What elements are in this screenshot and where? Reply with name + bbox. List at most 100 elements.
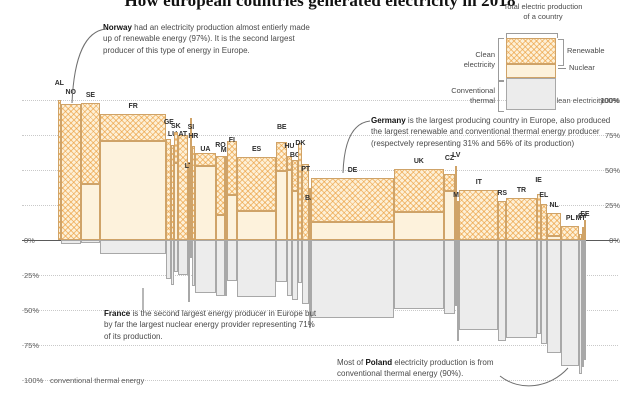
segment-thermal bbox=[506, 240, 537, 338]
country-bar-lt[interactable] bbox=[187, 161, 190, 302]
country-bar-de[interactable] bbox=[311, 178, 394, 319]
country-label-sk: SK bbox=[171, 123, 181, 131]
segment-thermal bbox=[308, 239, 312, 329]
country-bar-it[interactable] bbox=[459, 189, 499, 330]
country-label-be: BE bbox=[276, 124, 287, 131]
segment-renewable bbox=[58, 100, 61, 240]
country-bar-fi[interactable] bbox=[227, 140, 237, 281]
country-label-ua: UA bbox=[200, 146, 211, 154]
country-bar-ee[interactable] bbox=[583, 220, 586, 361]
country-bar-al[interactable] bbox=[58, 100, 61, 240]
gridline-75-top bbox=[22, 135, 618, 136]
country-bar-ba[interactable] bbox=[308, 188, 312, 329]
annotation-norway-text: had an electricity production almost ent… bbox=[103, 23, 310, 55]
axis-right-0: 0% bbox=[609, 236, 620, 245]
annotation-france: France is the second largest energy prod… bbox=[104, 308, 322, 342]
country-bar-hu[interactable] bbox=[286, 156, 292, 296]
country-bar-ro[interactable] bbox=[216, 156, 225, 296]
axis-left-25: 25% bbox=[24, 271, 40, 280]
axis-right-100: 100% bbox=[600, 96, 620, 105]
country-bar-tr[interactable] bbox=[506, 198, 537, 338]
annotation-norway-leader bbox=[71, 28, 107, 104]
country-label-tr: TR bbox=[516, 187, 527, 194]
legend-nuclear-tick bbox=[558, 68, 566, 69]
axis-left-0: 0% bbox=[24, 236, 35, 245]
country-bar-me[interactable] bbox=[224, 156, 227, 296]
country-bar-nl[interactable] bbox=[547, 213, 562, 354]
country-bar-mt[interactable] bbox=[579, 234, 582, 375]
segment-thermal bbox=[393, 239, 444, 309]
country-bar-sk[interactable] bbox=[173, 132, 178, 273]
segment-nuclear bbox=[216, 214, 225, 240]
segment-thermal bbox=[291, 239, 299, 301]
country-bar-lv[interactable] bbox=[455, 165, 458, 306]
country-bar-uk[interactable] bbox=[393, 168, 444, 309]
legend-label-renewable: Renewable bbox=[567, 46, 605, 55]
country-bar-cz[interactable] bbox=[443, 174, 456, 315]
country-label-cy: CY bbox=[577, 213, 588, 221]
segment-nuclear bbox=[311, 221, 394, 240]
annotation-france-country: France bbox=[104, 309, 131, 318]
segment-thermal bbox=[189, 239, 192, 259]
legend-scale-100: 100% bbox=[600, 96, 620, 105]
country-bar-ua[interactable] bbox=[194, 153, 217, 294]
segment-nuclear bbox=[227, 195, 237, 240]
segment-thermal bbox=[498, 239, 507, 341]
country-bar-be[interactable] bbox=[276, 142, 287, 282]
country-label-mt: MT bbox=[575, 215, 586, 223]
country-label-ba: BA bbox=[305, 195, 315, 203]
country-bar-fr[interactable] bbox=[100, 114, 167, 254]
segment-renewable bbox=[536, 193, 541, 240]
segment-renewable bbox=[579, 234, 582, 240]
axis-left-75: 75% bbox=[24, 341, 40, 350]
country-bar-dk[interactable] bbox=[298, 143, 303, 284]
country-bar-el[interactable] bbox=[540, 203, 548, 344]
gridline-100-top bbox=[22, 100, 618, 101]
country-label-pt: PT bbox=[301, 166, 310, 174]
country-label-uk: UK bbox=[413, 157, 424, 165]
country-bar-rs[interactable] bbox=[498, 200, 507, 341]
country-bar-si[interactable] bbox=[189, 118, 192, 259]
segment-renewable bbox=[311, 178, 394, 222]
country-bar-cy[interactable] bbox=[581, 227, 584, 368]
country-label-si: SI bbox=[187, 124, 195, 132]
country-bar-ie[interactable] bbox=[536, 193, 541, 334]
country-label-pl: PL bbox=[565, 215, 575, 222]
country-bar-lu[interactable] bbox=[171, 144, 174, 285]
segment-thermal bbox=[459, 239, 499, 330]
segment-renewable bbox=[561, 226, 580, 240]
country-bar-hr[interactable] bbox=[191, 146, 195, 287]
country-bar-pl[interactable] bbox=[561, 226, 580, 366]
country-label-no: NO bbox=[65, 89, 76, 97]
segment-renewable bbox=[286, 156, 292, 170]
country-bar-mk[interactable] bbox=[457, 200, 460, 341]
segment-thermal bbox=[302, 239, 309, 305]
country-label-de: DE bbox=[347, 167, 358, 175]
legend-sample-bar bbox=[506, 38, 556, 110]
legend-title: Total electric production of a country bbox=[503, 2, 583, 21]
country-bar-bg[interactable] bbox=[291, 160, 299, 301]
country-label-ee: EE bbox=[580, 211, 590, 219]
country-label-hu: HU bbox=[284, 143, 295, 150]
annotation-germany-country: Germany bbox=[371, 116, 406, 125]
segment-renewable bbox=[224, 156, 227, 240]
country-bar-pt[interactable] bbox=[302, 164, 309, 305]
country-bar-ge[interactable] bbox=[166, 139, 172, 280]
country-label-hr: HR bbox=[188, 133, 199, 141]
annotation-poland-country: Poland bbox=[365, 358, 393, 367]
annotation-poland-prefix: Most of bbox=[337, 358, 366, 367]
segment-thermal bbox=[194, 239, 217, 294]
segment-renewable bbox=[506, 198, 537, 240]
country-bar-at[interactable] bbox=[177, 135, 188, 275]
segment-renewable bbox=[455, 165, 458, 240]
segment-nuclear bbox=[291, 190, 299, 240]
country-bar-no[interactable] bbox=[60, 104, 81, 245]
segment-nuclear bbox=[393, 211, 444, 240]
segment-renewable bbox=[540, 203, 548, 240]
country-bar-se[interactable] bbox=[80, 102, 101, 243]
axis-left-50: 50% bbox=[24, 306, 40, 315]
segment-thermal bbox=[171, 239, 174, 285]
country-label-nl: NL bbox=[549, 202, 559, 210]
segment-renewable bbox=[308, 188, 312, 240]
country-bar-es[interactable] bbox=[236, 157, 277, 298]
